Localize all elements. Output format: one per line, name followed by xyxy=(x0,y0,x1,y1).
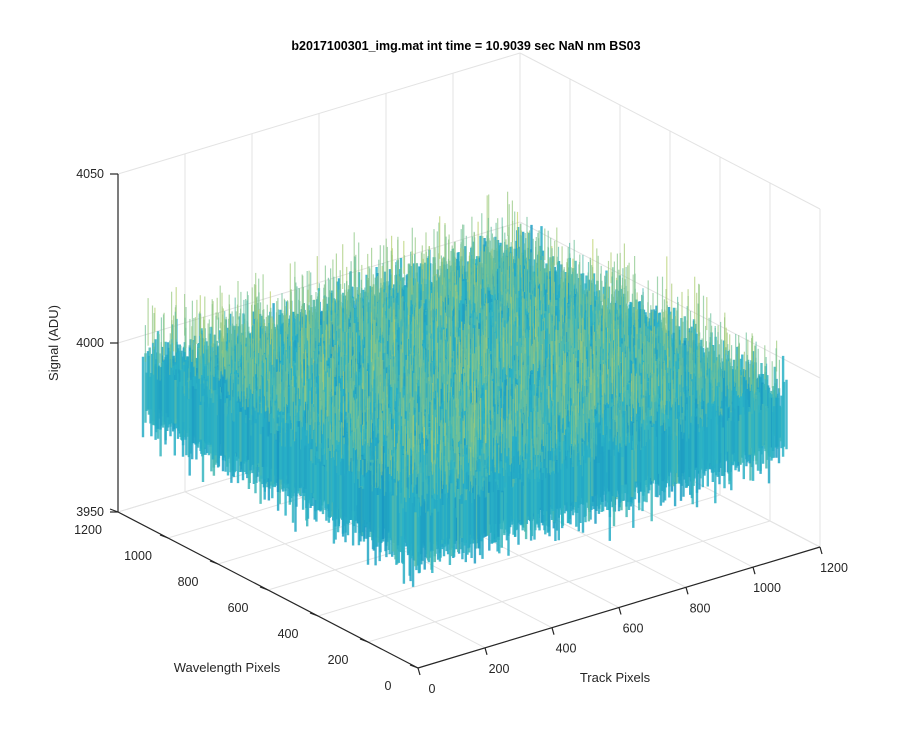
surface-plot xyxy=(141,191,788,587)
grid-line xyxy=(117,52,521,175)
grid-line xyxy=(317,494,721,617)
grid-line xyxy=(519,52,821,210)
grid-line xyxy=(367,520,771,643)
